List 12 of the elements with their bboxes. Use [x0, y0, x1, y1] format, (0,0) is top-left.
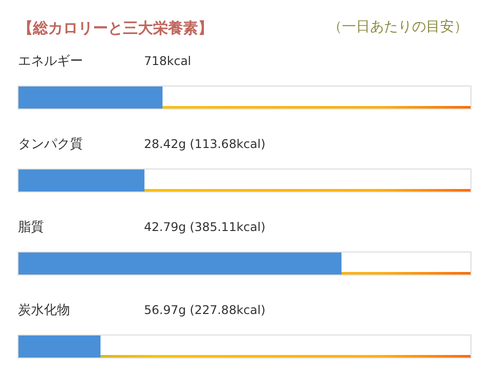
bar [18, 252, 342, 274]
annotation: 28.42g (113.68kcal) [144, 137, 266, 151]
text: （一日あたりの目安） [328, 19, 468, 35]
y-tick-label: タンパク質 [18, 137, 83, 152]
annotation: 42.79g (385.11kcal) [144, 220, 266, 234]
y-tick-label: 脂質 [18, 220, 44, 235]
annotation: 56.97g (227.88kcal) [144, 303, 266, 317]
bar [18, 336, 101, 358]
chart-title: 【総カロリーと三大栄養素】 [18, 19, 213, 37]
annotation: 718kcal [144, 54, 192, 68]
y-tick-label: エネルギー [18, 54, 83, 69]
y-tick-label: 炭水化物 [18, 303, 70, 318]
